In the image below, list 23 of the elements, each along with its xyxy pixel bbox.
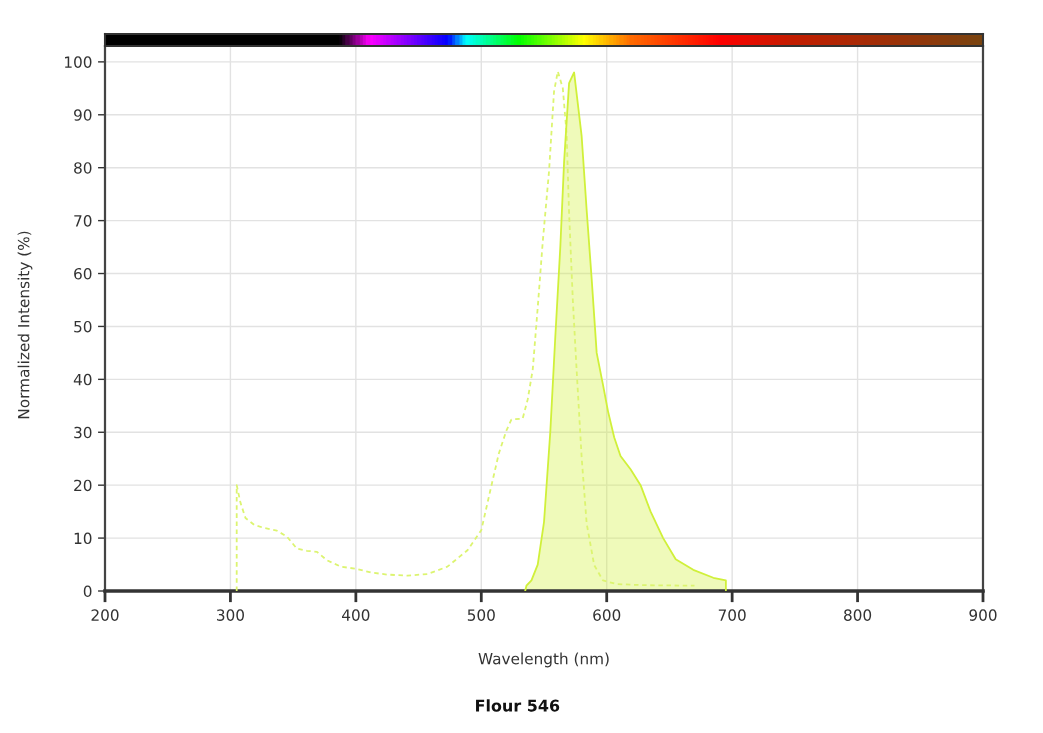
- y-tick-label: 60: [74, 267, 92, 280]
- y-axis-title: Normalized Intensity (%): [17, 231, 33, 419]
- x-tick-label: 200: [91, 609, 119, 621]
- y-tick-label: 10: [74, 532, 92, 545]
- x-tick-label: 500: [467, 609, 495, 621]
- x-tick-label: 700: [718, 609, 746, 621]
- y-tick-label: 0: [83, 585, 92, 598]
- line-series: [235, 70, 696, 591]
- x-tick-label: 800: [844, 609, 872, 621]
- y-tick-label: 40: [73, 373, 92, 386]
- text: Flour 546: [476, 699, 560, 712]
- y-tick-label: 80: [74, 162, 92, 174]
- x-tick-label: 300: [217, 609, 244, 621]
- x-tick-label: 400: [342, 609, 370, 621]
- x-tick-label: 900: [969, 609, 997, 621]
- y-tick-label: 30: [74, 426, 92, 439]
- y-tick-label: 90: [74, 109, 92, 121]
- y-tick-label: 50: [74, 320, 92, 333]
- y-tick-label: 70: [74, 215, 92, 227]
- y-tick-label: 100: [65, 56, 92, 68]
- y-tick-label: 20: [74, 479, 92, 492]
- x-axis-title: Wavelength (nm): [478, 652, 609, 668]
- x-tick-label: 600: [593, 609, 621, 621]
